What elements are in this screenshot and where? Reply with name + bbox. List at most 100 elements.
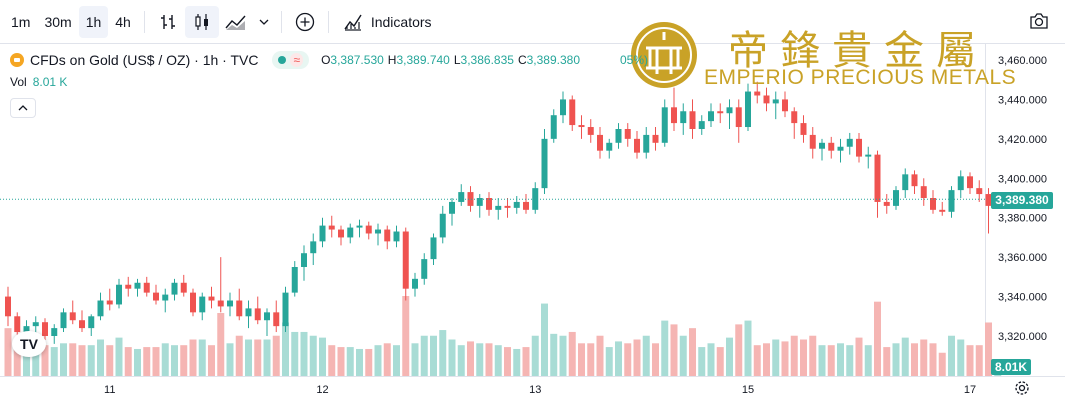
- add-circle-icon[interactable]: [288, 6, 322, 38]
- candle[interactable]: [652, 127, 659, 151]
- candle[interactable]: [97, 292, 104, 321]
- candle[interactable]: [356, 219, 363, 238]
- candle[interactable]: [569, 95, 576, 131]
- candle[interactable]: [550, 109, 557, 143]
- candle[interactable]: [967, 172, 973, 195]
- candle[interactable]: [782, 91, 788, 118]
- candle[interactable]: [143, 276, 150, 297]
- candle[interactable]: [957, 170, 964, 198]
- candle[interactable]: [217, 257, 224, 313]
- candle[interactable]: [486, 192, 492, 216]
- candle[interactable]: [60, 308, 67, 333]
- candle[interactable]: [412, 272, 418, 297]
- candle[interactable]: [606, 138, 613, 159]
- candle[interactable]: [69, 300, 76, 325]
- candle[interactable]: [79, 310, 85, 333]
- candle[interactable]: [375, 223, 381, 246]
- candle[interactable]: [402, 227, 409, 301]
- candle[interactable]: [458, 184, 465, 206]
- camera-icon[interactable]: [1029, 12, 1049, 35]
- candle[interactable]: [513, 196, 520, 214]
- tradingview-logo[interactable]: TV: [12, 331, 46, 357]
- candle[interactable]: [5, 286, 11, 327]
- candle[interactable]: [338, 225, 344, 246]
- interval-1h[interactable]: 1h: [78, 5, 109, 38]
- candle[interactable]: [301, 245, 307, 281]
- candle[interactable]: [920, 178, 927, 206]
- candle[interactable]: [624, 123, 631, 147]
- candle[interactable]: [883, 194, 890, 214]
- candle[interactable]: [865, 146, 872, 169]
- candle[interactable]: [661, 99, 668, 147]
- market-status-badge[interactable]: ≈: [272, 51, 310, 69]
- candle[interactable]: [800, 115, 807, 143]
- candle[interactable]: [467, 186, 474, 212]
- candle[interactable]: [717, 103, 724, 124]
- candle[interactable]: [153, 284, 159, 305]
- candle[interactable]: [393, 225, 400, 248]
- candle[interactable]: [310, 233, 317, 266]
- candle[interactable]: [819, 138, 825, 161]
- candle[interactable]: [726, 99, 733, 129]
- candle[interactable]: [745, 83, 751, 131]
- candle[interactable]: [384, 225, 391, 250]
- candle[interactable]: [236, 288, 243, 321]
- candle[interactable]: [698, 115, 705, 135]
- candle[interactable]: [939, 201, 946, 216]
- candle[interactable]: [772, 91, 779, 120]
- candle[interactable]: [930, 190, 936, 214]
- settings-gear-icon[interactable]: [1014, 380, 1030, 401]
- candle[interactable]: [273, 300, 280, 333]
- candle[interactable]: [671, 87, 677, 131]
- candle[interactable]: [439, 205, 446, 244]
- candle[interactable]: [264, 308, 270, 336]
- candle[interactable]: [874, 150, 881, 218]
- candle[interactable]: [116, 278, 122, 309]
- candle[interactable]: [893, 186, 899, 210]
- candle[interactable]: [125, 276, 132, 297]
- candle[interactable]: [254, 296, 261, 325]
- candle[interactable]: [421, 253, 428, 285]
- bar-chart-icon[interactable]: [151, 6, 185, 38]
- candle[interactable]: [291, 261, 298, 297]
- candle[interactable]: [208, 286, 215, 309]
- candle[interactable]: [42, 318, 48, 340]
- candle[interactable]: [504, 198, 511, 218]
- interval-4h[interactable]: 4h: [115, 13, 131, 30]
- candle[interactable]: [347, 223, 354, 244]
- chevron-down-icon[interactable]: [253, 6, 275, 38]
- candle[interactable]: [365, 221, 372, 240]
- candle[interactable]: [199, 292, 206, 321]
- candle[interactable]: [578, 115, 585, 139]
- candle[interactable]: [523, 194, 529, 214]
- candle[interactable]: [88, 314, 95, 336]
- candle[interactable]: [754, 81, 761, 104]
- interval-30m[interactable]: 30m: [44, 13, 72, 30]
- candle[interactable]: [615, 123, 622, 149]
- candle[interactable]: [560, 91, 566, 124]
- candle[interactable]: [708, 103, 714, 128]
- symbol-title[interactable]: CFDs on Gold (US$ / OZ) · 1h · TVC: [30, 52, 259, 68]
- candle[interactable]: [735, 99, 742, 143]
- interval-1m[interactable]: 1m: [11, 13, 31, 30]
- candle[interactable]: [328, 215, 335, 238]
- collapse-legend-button[interactable]: [10, 98, 36, 118]
- candle[interactable]: [171, 278, 178, 301]
- candle[interactable]: [948, 186, 955, 218]
- candle[interactable]: [846, 132, 853, 155]
- candle[interactable]: [245, 300, 252, 329]
- candle[interactable]: [162, 288, 169, 313]
- candle[interactable]: [680, 103, 687, 135]
- candle[interactable]: [828, 136, 835, 159]
- candle[interactable]: [587, 119, 594, 143]
- candle[interactable]: [911, 170, 918, 195]
- candle[interactable]: [282, 286, 289, 333]
- candle[interactable]: [227, 292, 233, 317]
- indicators-button[interactable]: Indicators: [335, 6, 440, 38]
- candle[interactable]: [51, 324, 58, 344]
- candle[interactable]: [541, 129, 548, 195]
- candle[interactable]: [902, 168, 909, 198]
- candle[interactable]: [190, 288, 196, 317]
- candle[interactable]: [106, 288, 113, 311]
